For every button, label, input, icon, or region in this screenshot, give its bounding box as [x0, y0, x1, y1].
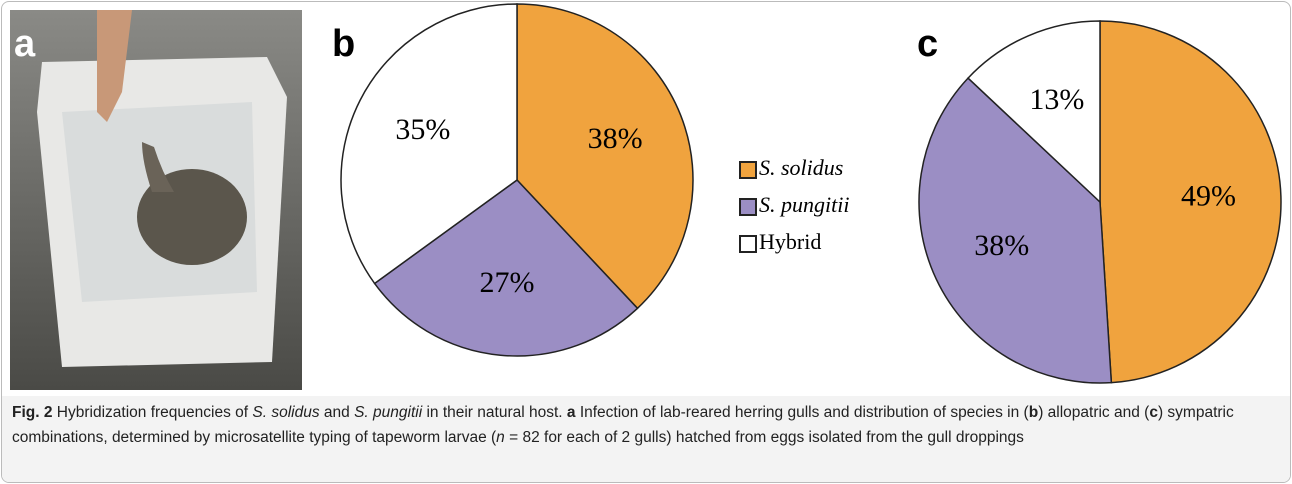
caption-text: Fig. 2	[12, 404, 52, 421]
panel-label: b	[332, 23, 355, 65]
caption-text: = 82 for each of 2 gulls) hatched from e…	[505, 429, 1024, 446]
panel-label: a	[14, 23, 36, 65]
value-label: 27%	[480, 266, 535, 299]
caption-text: Infection of lab-reared herring gulls an…	[576, 404, 1029, 421]
caption-text: a	[567, 404, 576, 421]
figure-panels: a S. solidus S. pungitii Hybrid 38% 27% 35% b…	[2, 2, 1290, 396]
caption: Fig. 2 Hybridization frequencies of S. s…	[2, 396, 1290, 483]
caption-text: in their natural host.	[422, 404, 567, 421]
legend-text: Hybrid	[759, 229, 821, 254]
caption-text: n	[496, 429, 505, 446]
legend-text: S. solidus	[759, 155, 843, 180]
photo	[10, 10, 302, 390]
caption-text: b	[1029, 404, 1038, 421]
value-label: 38%	[588, 122, 643, 155]
legend-swatch	[740, 236, 756, 252]
caption-text: S. pungitii	[354, 404, 422, 421]
value-label: 38%	[974, 229, 1029, 262]
caption-text: S. solidus	[252, 404, 319, 421]
caption-text: Hybridization frequencies of	[52, 404, 252, 421]
legend-swatch	[740, 162, 756, 178]
value-label: 35%	[395, 113, 450, 146]
panel-label: c	[917, 23, 938, 65]
figure: a S. solidus S. pungitii Hybrid 38% 27% 35% b…	[1, 1, 1291, 483]
legend-swatch	[740, 199, 756, 215]
value-label: 49%	[1181, 179, 1236, 212]
value-label: 13%	[1029, 83, 1084, 116]
caption-text: and	[320, 404, 354, 421]
legend: S. solidus S. pungitii Hybrid	[740, 155, 849, 254]
legend-text: S. pungitii	[759, 192, 849, 217]
caption-text: ) allopatric and (	[1038, 404, 1149, 421]
caption-text: c	[1149, 404, 1158, 421]
